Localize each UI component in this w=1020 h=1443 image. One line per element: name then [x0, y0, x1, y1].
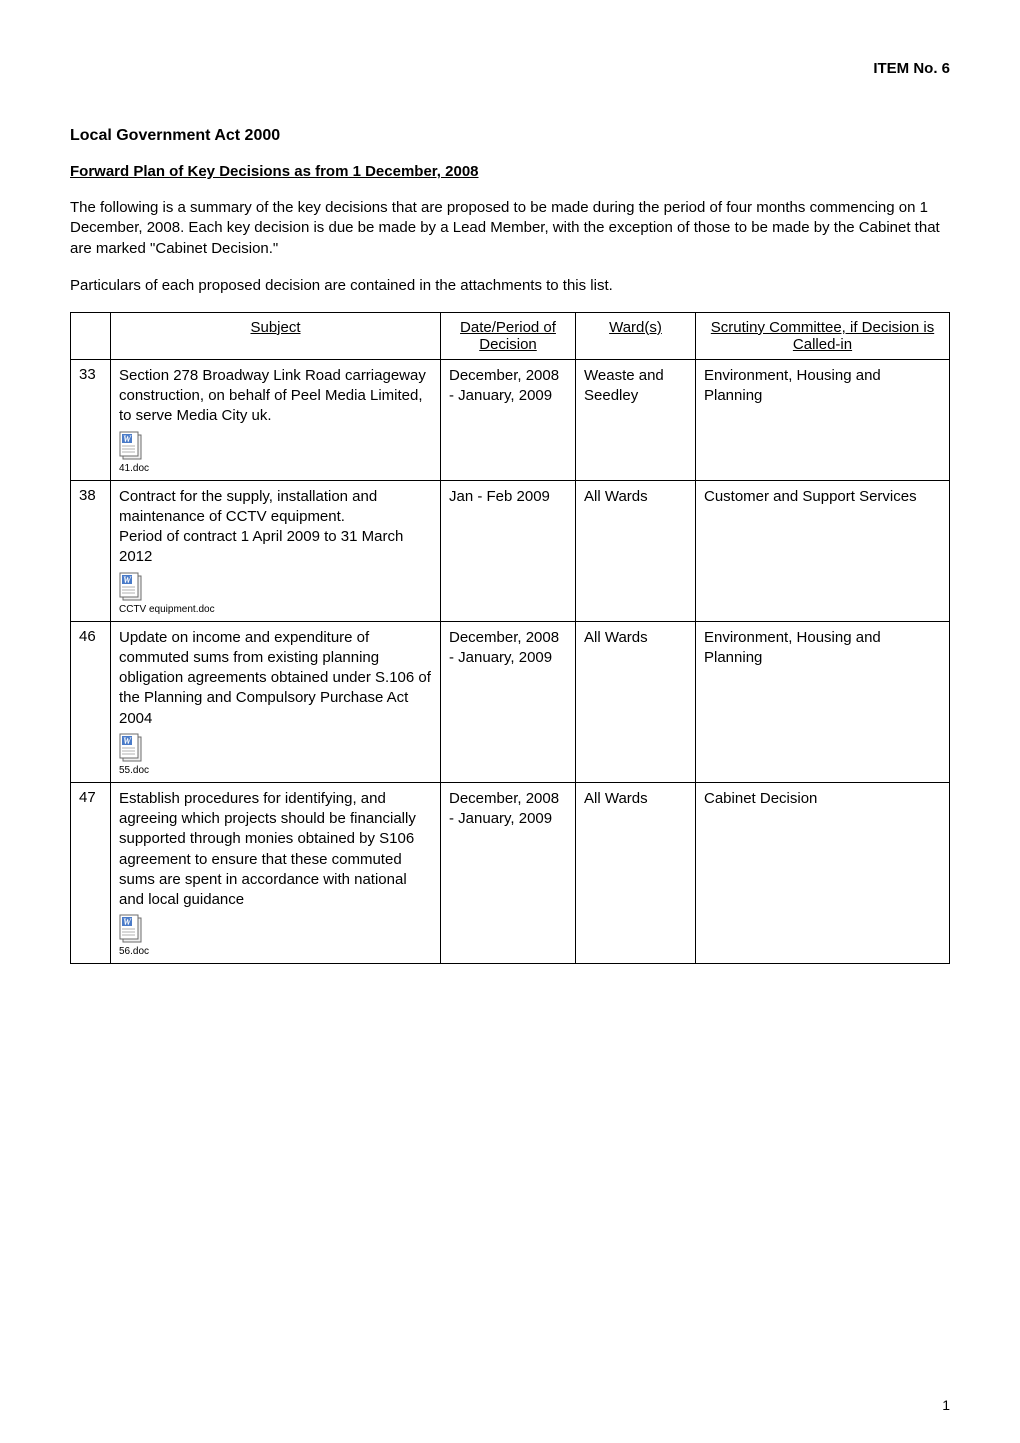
header-ward: Ward(s)	[576, 312, 696, 359]
document-icon[interactable]: W	[119, 914, 145, 944]
table-row: 38Contract for the supply, installation …	[71, 480, 950, 621]
page-number: 1	[942, 1397, 950, 1413]
particulars-paragraph: Particulars of each proposed decision ar…	[70, 277, 950, 294]
document-icon[interactable]: W	[119, 572, 145, 602]
cell-subject: Section 278 Broadway Link Road carriagew…	[111, 359, 441, 480]
cell-date: Jan - Feb 2009	[441, 480, 576, 621]
svg-text:W: W	[123, 917, 132, 927]
cell-num: 38	[71, 480, 111, 621]
intro-paragraph: The following is a summary of the key de…	[70, 198, 950, 259]
cell-ward: All Wards	[576, 480, 696, 621]
cell-scrutiny: Customer and Support Services	[696, 480, 950, 621]
cell-date: December, 2008 - January, 2009	[441, 782, 576, 964]
item-number: ITEM No. 6	[70, 60, 950, 77]
cell-scrutiny: Cabinet Decision	[696, 782, 950, 964]
subject-text: Update on income and expenditure of comm…	[119, 628, 432, 729]
cell-date: December, 2008 - January, 2009	[441, 621, 576, 782]
document-icon[interactable]: W	[119, 431, 145, 461]
decisions-table: Subject Date/Period of Decision Ward(s) …	[70, 312, 950, 965]
document-label: 55.doc	[119, 765, 432, 776]
cell-scrutiny: Environment, Housing and Planning	[696, 359, 950, 480]
header-date: Date/Period of Decision	[441, 312, 576, 359]
cell-num: 47	[71, 782, 111, 964]
subtitle: Forward Plan of Key Decisions as from 1 …	[70, 163, 950, 180]
subject-text: Section 278 Broadway Link Road carriagew…	[119, 366, 432, 427]
cell-subject: Update on income and expenditure of comm…	[111, 621, 441, 782]
header-subject: Subject	[111, 312, 441, 359]
svg-text:W: W	[123, 736, 132, 746]
cell-num: 33	[71, 359, 111, 480]
document-label: 56.doc	[119, 946, 432, 957]
header-num	[71, 312, 111, 359]
svg-text:W: W	[123, 575, 132, 585]
cell-ward: All Wards	[576, 621, 696, 782]
document-icon[interactable]: W	[119, 733, 145, 763]
subject-text: Establish procedures for identifying, an…	[119, 789, 432, 911]
cell-subject: Establish procedures for identifying, an…	[111, 782, 441, 964]
table-row: 33Section 278 Broadway Link Road carriag…	[71, 359, 950, 480]
document-label: 41.doc	[119, 463, 432, 474]
cell-ward: Weaste and Seedley	[576, 359, 696, 480]
table-body: 33Section 278 Broadway Link Road carriag…	[71, 359, 950, 964]
svg-text:W: W	[123, 434, 132, 444]
page-title: Local Government Act 2000	[70, 127, 950, 145]
table-row: 46Update on income and expenditure of co…	[71, 621, 950, 782]
table-row: 47Establish procedures for identifying, …	[71, 782, 950, 964]
subject-text: Contract for the supply, installation an…	[119, 487, 432, 568]
cell-date: December, 2008 - January, 2009	[441, 359, 576, 480]
cell-scrutiny: Environment, Housing and Planning	[696, 621, 950, 782]
cell-num: 46	[71, 621, 111, 782]
cell-subject: Contract for the supply, installation an…	[111, 480, 441, 621]
cell-ward: All Wards	[576, 782, 696, 964]
document-label: CCTV equipment.doc	[119, 604, 432, 615]
header-scrutiny: Scrutiny Committee, if Decision is Calle…	[696, 312, 950, 359]
